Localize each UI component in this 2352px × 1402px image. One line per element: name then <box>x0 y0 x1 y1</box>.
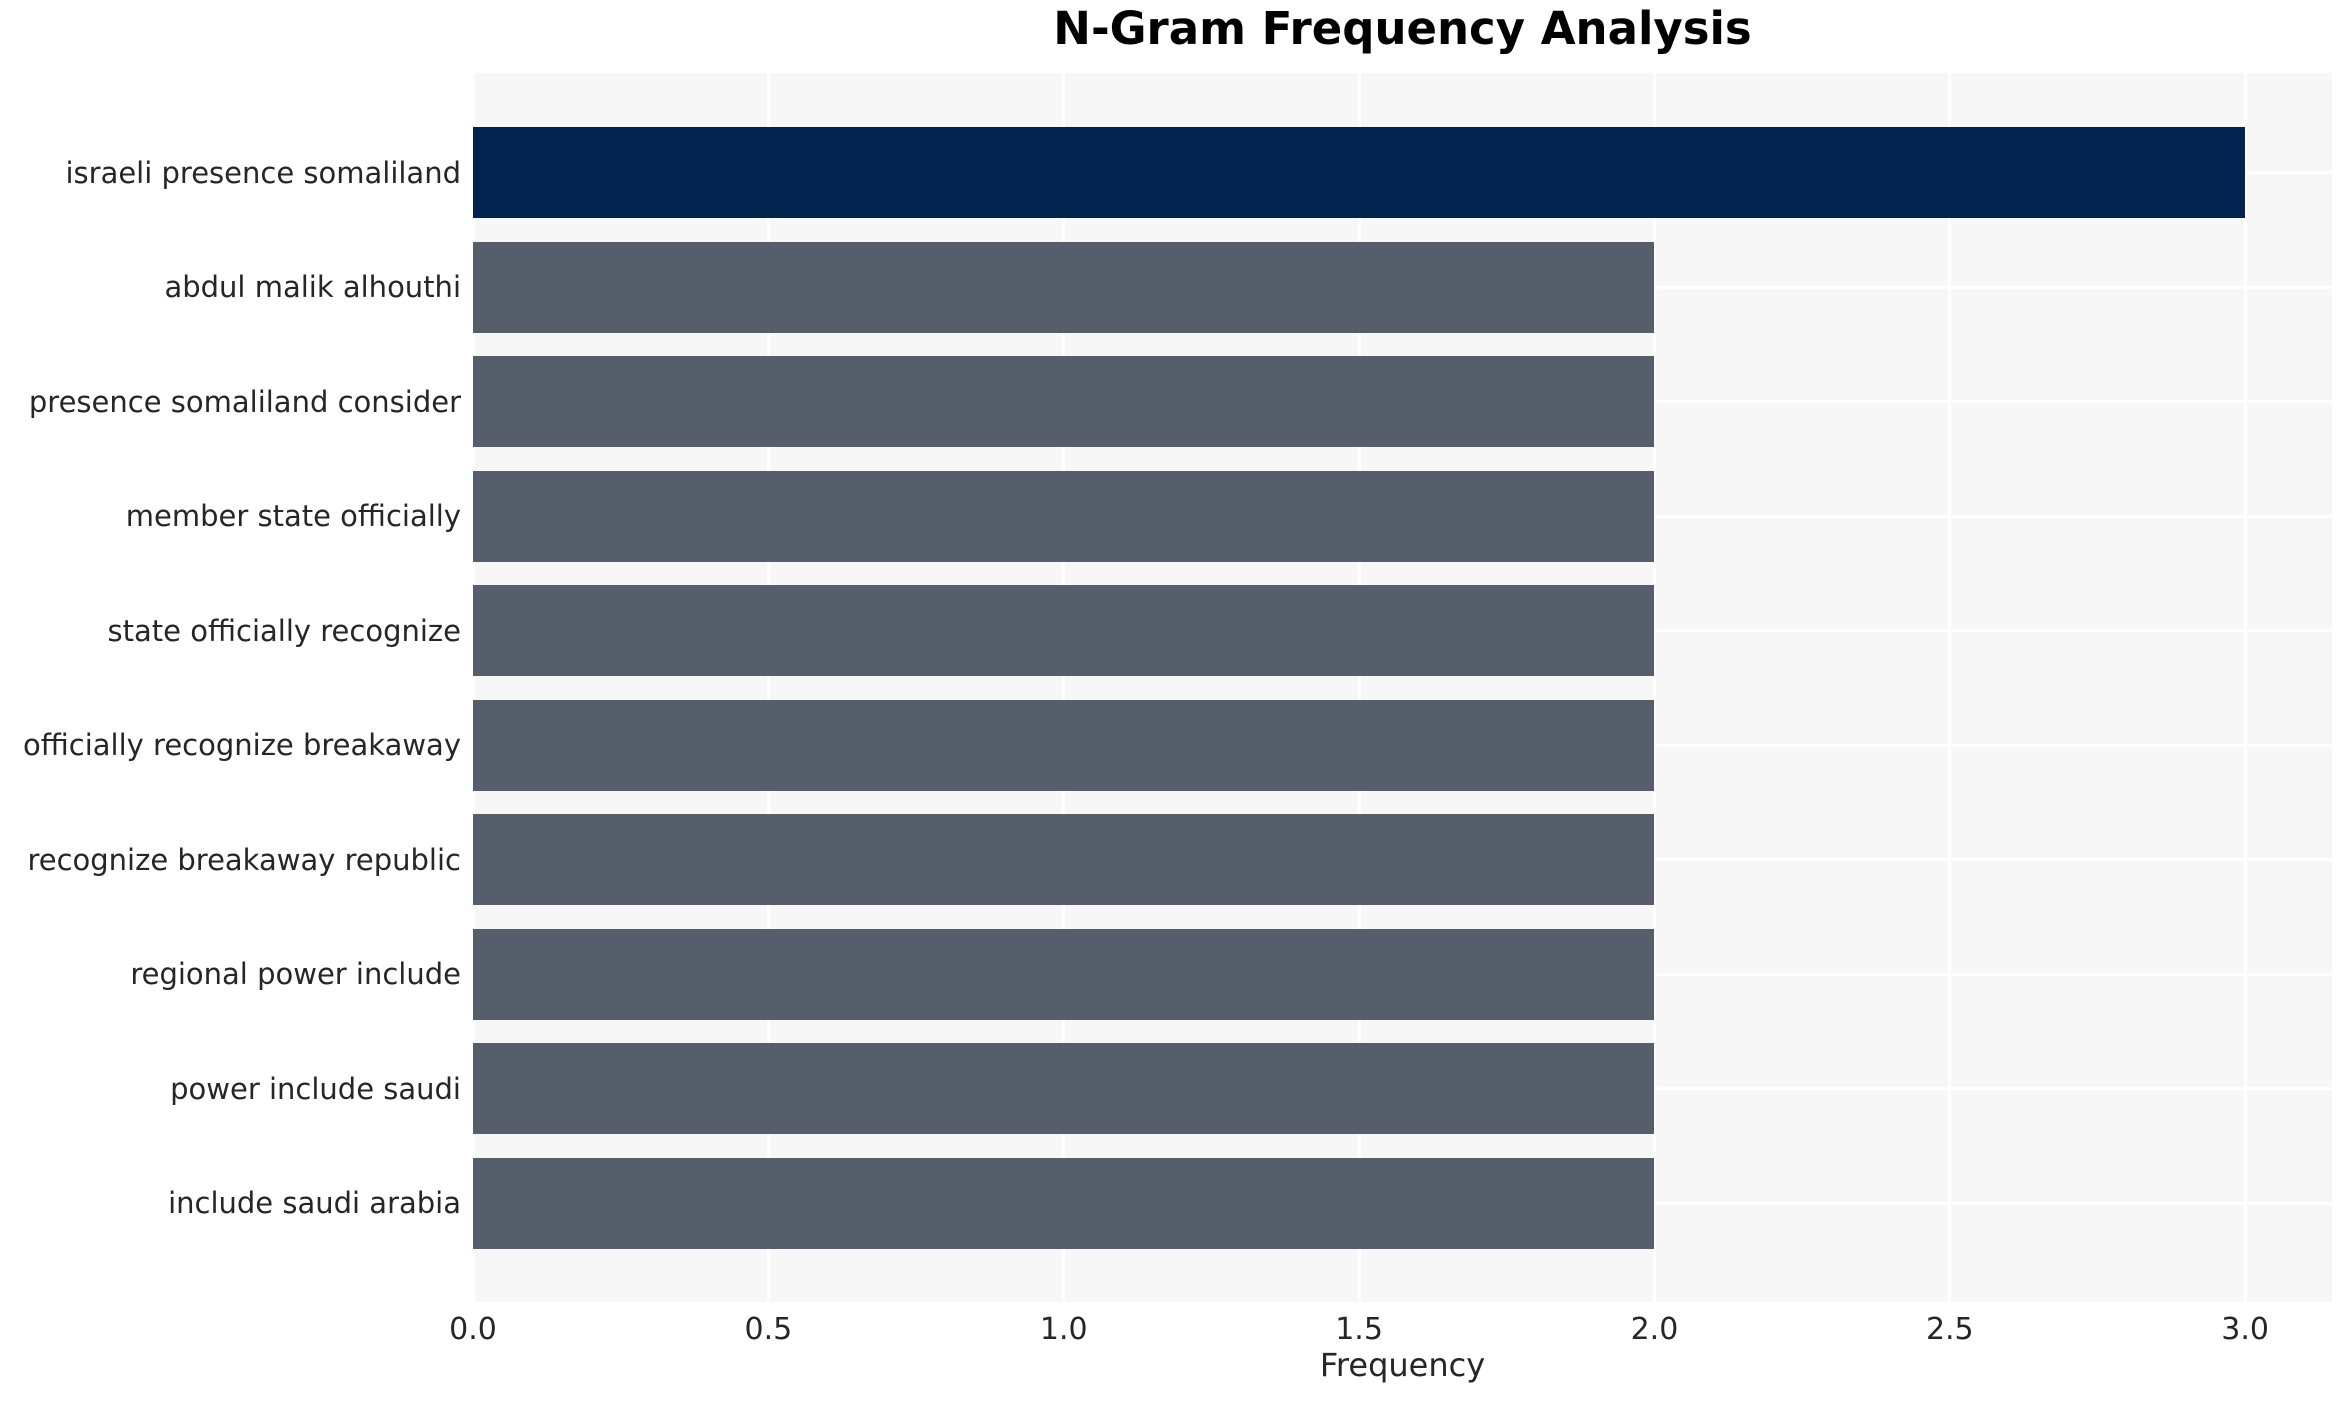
x-tick-label: 0.5 <box>744 1312 793 1347</box>
x-axis-label: Frequency <box>1319 1346 1486 1384</box>
bar-recognize-breakaway-republic <box>473 814 1655 905</box>
bar-include-saudi-arabia <box>473 1157 1655 1249</box>
y-tick-label: officially recognize breakaway <box>22 728 461 762</box>
y-tick-label: power include saudi <box>170 1071 461 1106</box>
y-tick-label: state officially recognize <box>107 613 461 648</box>
v-gridline <box>1948 73 1952 1302</box>
x-tick-label: 3.0 <box>2221 1312 2270 1347</box>
y-tick-label: recognize breakaway republic <box>27 842 461 877</box>
chart-title: N-Gram Frequency Analysis <box>1053 2 1752 55</box>
v-gridline <box>766 73 770 1302</box>
plot-area <box>471 73 2332 1302</box>
bar-officially-recognize-breakaway <box>473 699 1655 791</box>
v-gridline <box>2243 73 2247 1302</box>
x-tick-label: 1.5 <box>1335 1312 1383 1347</box>
y-tick-label: include saudi arabia <box>168 1186 461 1220</box>
v-gridline <box>1652 73 1656 1302</box>
v-gridline <box>471 73 475 1302</box>
bar-state-officially-recognize <box>473 585 1655 676</box>
bar-presence-somaliland-consider <box>473 356 1655 447</box>
x-tick-label: 0.0 <box>449 1312 497 1347</box>
x-tick-label: 2.0 <box>1630 1312 1679 1347</box>
v-gridline <box>1062 73 1066 1302</box>
bar-abdul-malik-alhouthi <box>473 241 1655 333</box>
y-tick-label: israeli presence somaliland <box>65 155 461 190</box>
y-tick-label: abdul malik alhouthi <box>164 270 461 304</box>
x-tick-label: 1.0 <box>1039 1312 1088 1347</box>
bar-israeli-presence-somaliland <box>473 127 2246 218</box>
bar-power-include-saudi <box>473 1043 1655 1134</box>
y-tick-label: presence somaliland consider <box>28 384 461 419</box>
bar-regional-power-include <box>473 928 1655 1020</box>
x-tick-label: 2.5 <box>1925 1312 1974 1347</box>
y-tick-label: member state officially <box>125 499 461 533</box>
bar-member-state-officially <box>473 470 1655 562</box>
y-tick-label: regional power include <box>130 957 461 991</box>
v-gridline <box>1357 73 1361 1302</box>
y-axis-labels: israeli presence somaliland abdul malik a… <box>0 73 461 1302</box>
